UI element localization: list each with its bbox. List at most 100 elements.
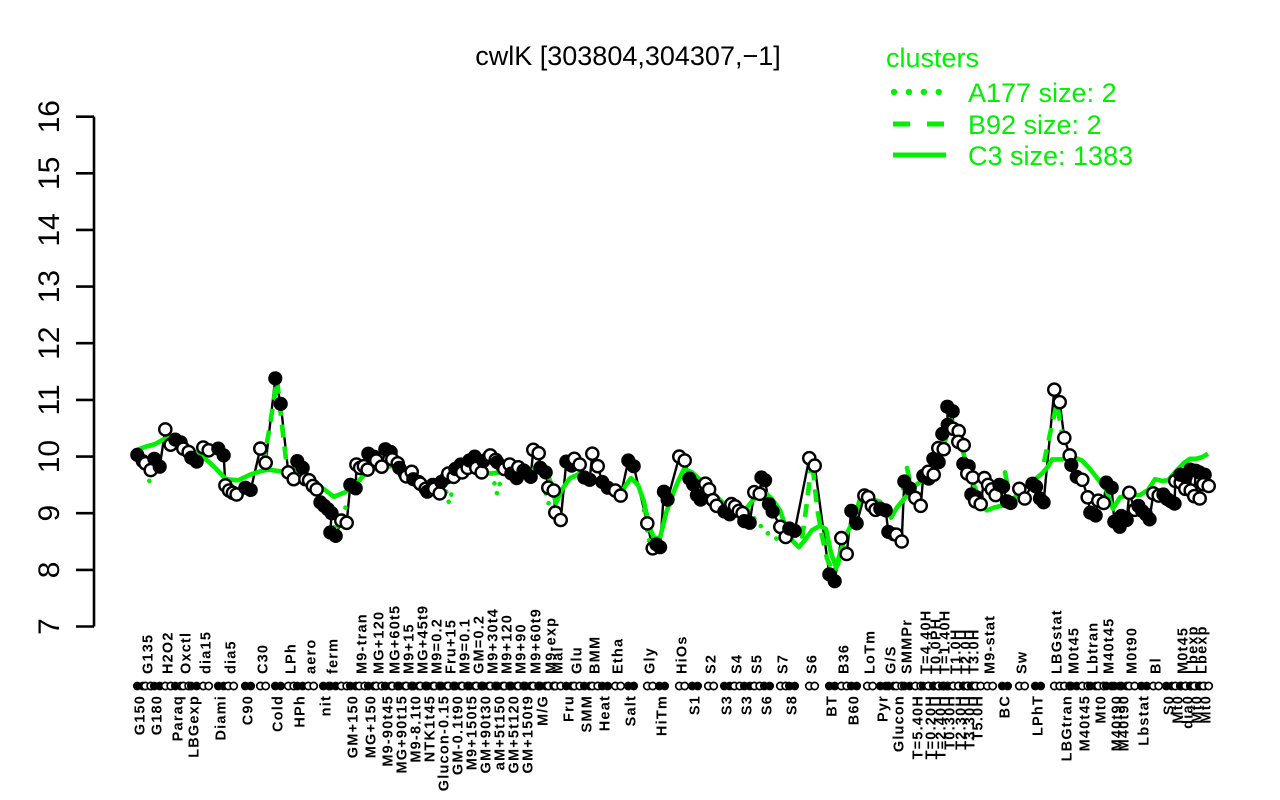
svg-text:M9+15: M9+15 — [402, 623, 418, 674]
svg-text:cwlK [303804,304307,−1]: cwlK [303804,304307,−1] — [475, 41, 781, 71]
svg-text:B36: B36 — [837, 644, 853, 674]
svg-text:MG+60t5: MG+60t5 — [388, 605, 404, 674]
svg-text:MG+150: MG+150 — [364, 695, 380, 758]
svg-text:8: 8 — [33, 562, 66, 579]
svg-text:NTK1t45: NTK1t45 — [423, 695, 439, 762]
svg-text:G180: G180 — [150, 695, 166, 735]
svg-text:HiTm: HiTm — [655, 695, 671, 736]
svg-text:LPh: LPh — [284, 643, 300, 674]
svg-text:T1.0H: T1.0H — [949, 629, 965, 675]
svg-text:T=0.20H: T=0.20H — [924, 695, 940, 759]
svg-text:T2.30H: T2.30H — [954, 695, 970, 750]
svg-text:Bl: Bl — [1149, 657, 1165, 674]
svg-text:aM+5t150: aM+5t150 — [493, 695, 509, 770]
svg-text:16: 16 — [33, 100, 66, 133]
svg-text:M40t45: M40t45 — [1102, 618, 1118, 674]
svg-text:C90: C90 — [241, 695, 257, 725]
svg-text:dia15: dia15 — [199, 631, 215, 674]
svg-text:13: 13 — [33, 270, 66, 303]
svg-text:HPh: HPh — [293, 695, 309, 728]
svg-text:C3 size: 1383: C3 size: 1383 — [968, 141, 1133, 171]
svg-text:S1: S1 — [688, 695, 704, 715]
svg-text:Lbtran: Lbtran — [1086, 622, 1102, 674]
svg-text:G150: G150 — [133, 695, 149, 735]
svg-text:C30: C30 — [256, 644, 272, 674]
svg-text:ferm: ferm — [326, 638, 342, 674]
svg-text:M9-tran: M9-tran — [355, 613, 371, 674]
svg-text:dia0: dia0 — [1181, 695, 1197, 729]
svg-text:GM+150: GM+150 — [346, 695, 362, 758]
svg-text:Paraq: Paraq — [171, 695, 187, 741]
svg-text:S2: S2 — [704, 654, 720, 674]
svg-text:Fru+15: Fru+15 — [444, 619, 460, 674]
svg-text:SMMPr: SMMPr — [900, 619, 916, 674]
svg-text:GM=0.2: GM=0.2 — [472, 615, 488, 674]
svg-text:A177 size: 2: A177 size: 2 — [968, 78, 1117, 108]
svg-text:M9-8.1t0: M9-8.1t0 — [409, 695, 425, 763]
svg-text:M40t45: M40t45 — [1078, 695, 1094, 751]
svg-text:H2O2: H2O2 — [161, 631, 177, 674]
svg-text:Mt0: Mt0 — [1171, 695, 1187, 724]
svg-text:S4: S4 — [730, 654, 746, 674]
svg-text:Diami: Diami — [214, 695, 230, 741]
svg-text:B92 size: 2: B92 size: 2 — [968, 110, 1102, 140]
svg-text:T3.0H: T3.0H — [967, 629, 983, 675]
svg-text:Sw: Sw — [1015, 651, 1031, 674]
svg-text:Lbstat: Lbstat — [1137, 695, 1153, 746]
svg-text:T=5.40H: T=5.40H — [911, 695, 927, 759]
svg-text:T3.30H: T3.30H — [963, 695, 979, 750]
svg-text:dia5: dia5 — [224, 640, 240, 674]
svg-text:M9=0.2: M9=0.2 — [430, 618, 446, 674]
svg-text:MG+45t9: MG+45t9 — [416, 605, 432, 674]
svg-text:M0t45: M0t45 — [1176, 627, 1192, 674]
svg-text:BC: BC — [998, 695, 1014, 718]
svg-text:Mt0: Mt0 — [1094, 695, 1110, 724]
svg-text:S6: S6 — [805, 654, 821, 674]
svg-text:LBGstat: LBGstat — [1050, 609, 1066, 674]
svg-text:Mt0: Mt0 — [1190, 695, 1206, 724]
svg-text:HiOs: HiOs — [675, 635, 691, 674]
svg-text:T=4.40H: T=4.40H — [919, 610, 935, 674]
svg-text:Fru: Fru — [562, 695, 578, 722]
svg-text:M9+90: M9+90 — [514, 623, 530, 674]
svg-text:aero: aero — [304, 639, 320, 674]
svg-text:S6: S6 — [760, 695, 776, 715]
svg-text:M9-exp: M9-exp — [544, 617, 560, 674]
svg-text:Salt: Salt — [624, 695, 640, 726]
svg-text:Mal: Mal — [551, 646, 567, 674]
svg-text:M9-90t45: M9-90t45 — [381, 695, 397, 767]
svg-text:M9+150t5: M9+150t5 — [465, 695, 481, 770]
svg-text:T0.0PH: T0.0PH — [929, 618, 945, 674]
svg-text:15: 15 — [33, 157, 66, 190]
svg-text:S3: S3 — [740, 695, 756, 715]
svg-text:14: 14 — [33, 213, 66, 246]
svg-text:M0t90: M0t90 — [1125, 627, 1141, 674]
svg-text:Lbexp: Lbexp — [1195, 625, 1211, 674]
svg-text:Gly: Gly — [643, 647, 659, 674]
svg-text:M/G: M/G — [536, 695, 552, 726]
svg-text:MG+90t15: MG+90t15 — [395, 695, 411, 774]
svg-text:LoTm: LoTm — [863, 630, 879, 674]
svg-text:GM+5t120: GM+5t120 — [507, 695, 523, 774]
svg-text:clusters: clusters — [886, 43, 979, 73]
svg-text:M9+30t4: M9+30t4 — [486, 608, 502, 674]
svg-text:11: 11 — [33, 384, 66, 415]
svg-text:S8: S8 — [785, 695, 801, 715]
svg-text:Cold: Cold — [271, 695, 287, 732]
svg-text:T0.30H: T0.30H — [943, 695, 959, 750]
svg-text:M40t90: M40t90 — [1110, 695, 1126, 751]
svg-text:BT: BT — [825, 695, 841, 717]
svg-text:LPhT: LPhT — [1031, 695, 1047, 736]
svg-text:M9=0.1: M9=0.1 — [458, 618, 474, 674]
svg-text:BMM: BMM — [588, 636, 604, 674]
svg-text:Lbexp: Lbexp — [1186, 625, 1202, 674]
svg-text:MG+120: MG+120 — [372, 611, 388, 674]
svg-text:Heat: Heat — [598, 695, 614, 731]
svg-text:7: 7 — [33, 618, 66, 635]
svg-text:LBGtran: LBGtran — [1060, 695, 1076, 761]
svg-text:S0: S0 — [1162, 695, 1178, 715]
svg-text:Glu: Glu — [570, 646, 586, 674]
svg-text:Glucon: Glucon — [892, 695, 908, 752]
svg-text:G135: G135 — [141, 634, 157, 674]
svg-text:M40t90: M40t90 — [1117, 695, 1133, 751]
